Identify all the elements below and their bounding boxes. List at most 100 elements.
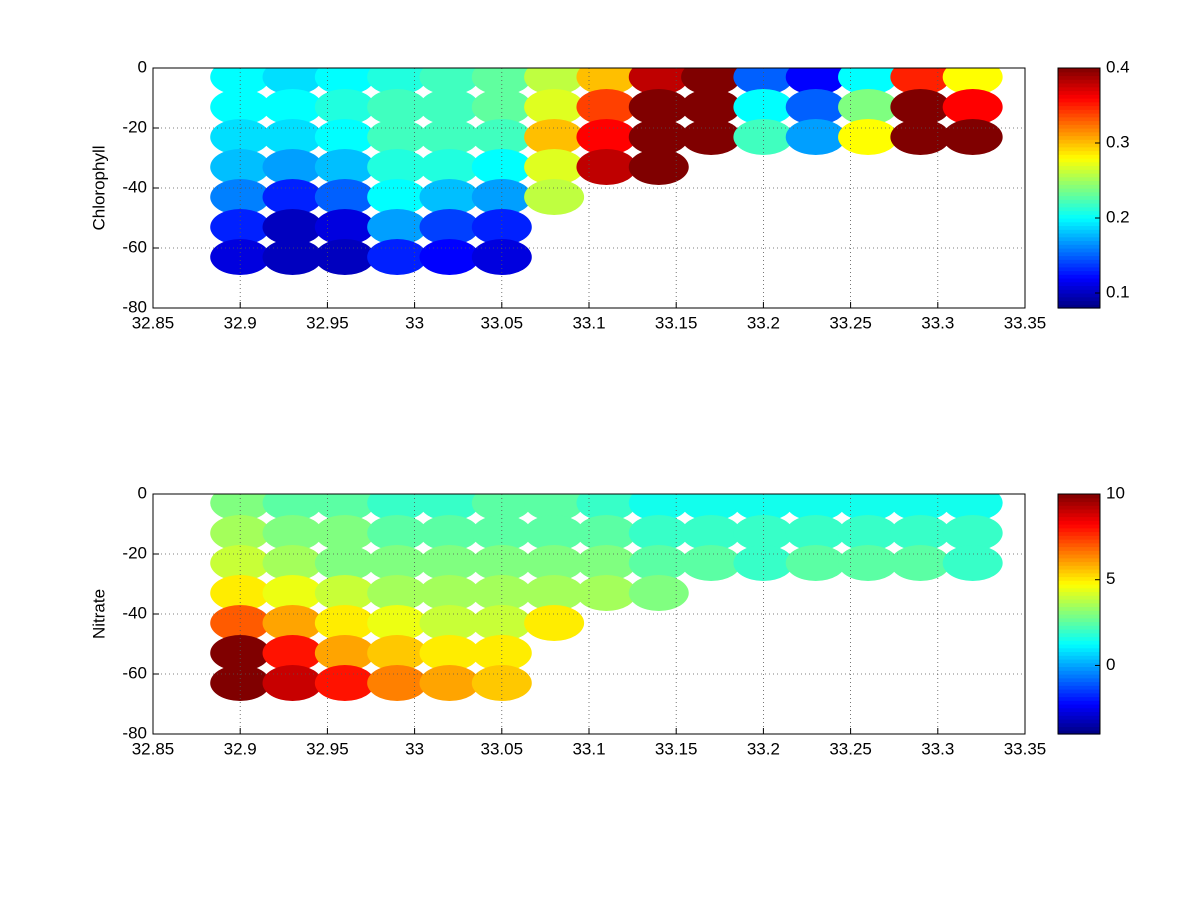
colorbar-segment [1058,692,1100,698]
colorbar-segment [1058,173,1100,178]
colorbar-segment [1058,715,1100,720]
data-point [314,665,375,701]
colorbar-segment [1058,195,1100,200]
data-point [419,179,480,215]
colorbar-segment [1058,255,1100,260]
data-point [576,149,637,185]
colorbar-segment [1058,266,1100,272]
colorbar-segment [1058,176,1100,182]
data-point [576,68,637,95]
data-point [419,68,480,95]
data-point [576,515,637,551]
colorbar-segment [1058,188,1100,193]
data-point [367,179,428,215]
data-point [367,209,428,245]
colorbar-segment [1058,244,1100,249]
data-point [210,89,271,125]
colorbar-segment [1058,86,1100,92]
colorbar-segment [1058,591,1100,596]
colorbar-segment [1058,281,1100,287]
colorbar-segment [1058,542,1100,548]
x-tick-label: 33.35 [1004,313,1047,332]
data-point [367,119,428,155]
data-point [367,149,428,185]
colorbar-segment [1058,124,1100,129]
colorbar-segment [1058,229,1100,234]
data-point [733,68,794,95]
colorbar-segment [1058,259,1100,264]
data-point [838,494,899,521]
y-tick-label: -60 [122,237,147,256]
colorbar-tick-label: 0.3 [1106,132,1130,151]
data-point [838,89,899,125]
y-tick-label: -20 [122,543,147,562]
y-tick-label: -20 [122,117,147,136]
colorbar-segment [1058,304,1100,309]
colorbar-segment [1058,662,1100,668]
data-point [681,494,742,521]
colorbar-segment [1058,158,1100,163]
data-point [262,149,323,185]
colorbar-segment [1058,75,1100,80]
data-point [419,575,480,611]
colorbar-segment [1058,572,1100,578]
data-point [524,149,585,185]
data-point [314,89,375,125]
y-tick-label: -40 [122,603,147,622]
data-point [628,68,689,95]
x-tick-label: 32.9 [224,313,257,332]
x-tick-label: 32.85 [132,739,175,758]
x-tick-label: 33.3 [921,313,954,332]
data-point [471,149,532,185]
data-point [210,515,271,551]
colorbar-segment [1058,128,1100,133]
colorbar-tick-label: 10 [1106,483,1125,502]
colorbar-segment [1058,644,1100,649]
colorbar-segment [1058,640,1100,645]
colorbar-segment [1058,531,1100,536]
data-point [785,515,846,551]
data-point [524,575,585,611]
data-point [628,149,689,185]
colorbar-segment [1058,535,1100,540]
data-point [890,515,951,551]
colorbar-segment [1058,719,1100,724]
colorbar-tick-label: 0.1 [1106,282,1130,301]
data-point [628,89,689,125]
x-tick-label: 33.05 [481,313,524,332]
colorbar-segment [1058,139,1100,144]
data-point [576,575,637,611]
data-point [262,515,323,551]
data-point [471,209,532,245]
colorbar-segment [1058,711,1100,716]
colorbar-segment [1058,707,1100,713]
data-point [890,119,951,155]
colorbar-segment [1058,131,1100,137]
colorbar-segment [1058,689,1100,694]
colorbar-segment [1058,296,1100,302]
colorbar-segment [1058,236,1100,242]
x-tick-label: 32.85 [132,313,175,332]
y-tick-label: 0 [138,483,147,502]
y-tick-label: -80 [122,297,147,316]
data-point [262,575,323,611]
colorbar-segment [1058,210,1100,215]
colorbar-segment [1058,677,1100,683]
x-tick-label: 33 [405,313,424,332]
colorbar-segment [1058,98,1100,103]
x-tick-label: 33.05 [481,739,524,758]
y-axis-label: Nitrate [89,589,108,639]
data-point [262,239,323,275]
data-point [628,515,689,551]
data-point [210,209,271,245]
colorbar-segment [1058,730,1100,735]
data-point [367,575,428,611]
data-point [210,68,271,95]
data-point [262,68,323,95]
data-point [524,89,585,125]
data-point [471,575,532,611]
data-point [576,494,637,521]
data-point [942,545,1003,581]
data-point [890,89,951,125]
